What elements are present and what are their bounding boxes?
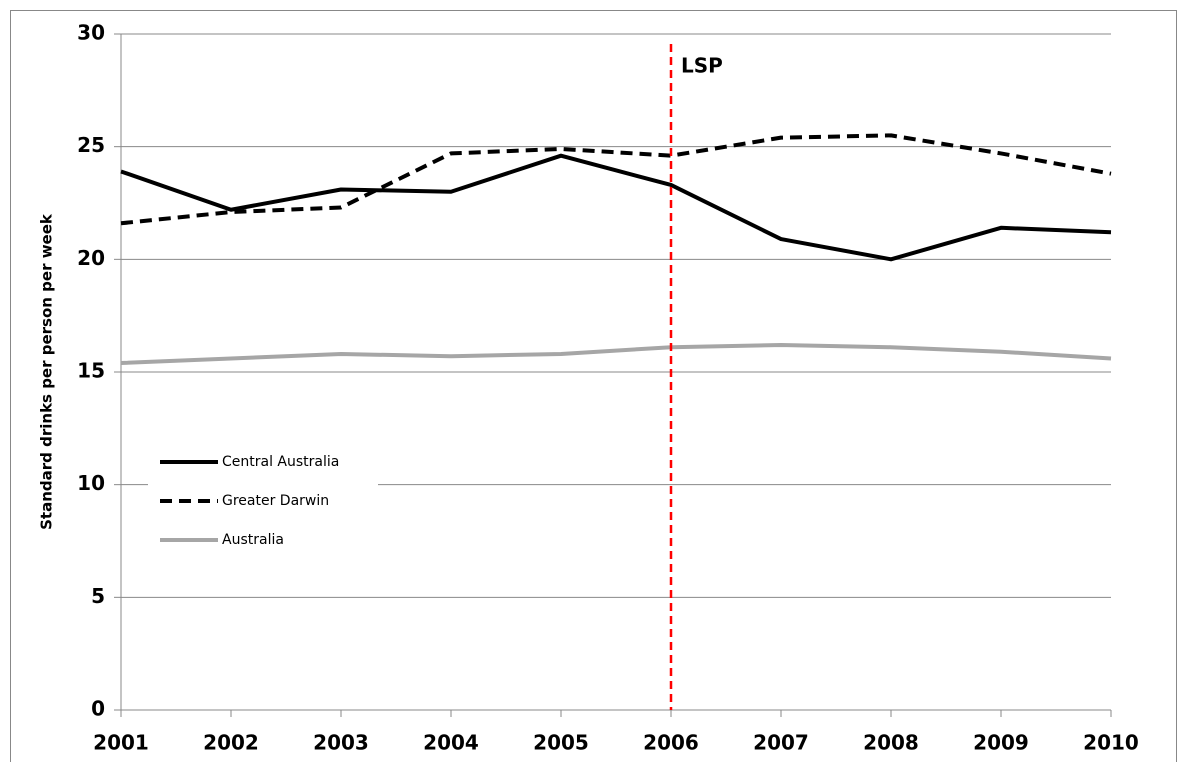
y-axis-label: Standard drinks per person per week — [38, 213, 56, 530]
legend-label: Australia — [222, 532, 284, 548]
legend-label: Central Australia — [222, 454, 339, 470]
x-tick-label: 2004 — [423, 731, 479, 755]
x-tick-label: 2007 — [753, 731, 809, 755]
series-line — [120, 153, 1112, 262]
x-tick-label: 2008 — [863, 731, 919, 755]
y-tick-label: 30 — [77, 21, 105, 45]
x-tick-label: 2009 — [973, 731, 1029, 755]
y-tick-label: 10 — [77, 471, 105, 495]
x-tick-label: 2010 — [1083, 731, 1139, 755]
x-tick-label: 2006 — [643, 731, 699, 755]
x-tick-label: 2002 — [203, 731, 259, 755]
x-tick-label: 2005 — [533, 731, 589, 755]
y-tick-label: 5 — [91, 584, 105, 608]
y-tick-label: 0 — [91, 697, 105, 721]
series-line — [120, 133, 1112, 226]
series-line — [120, 342, 1112, 365]
annotation-label: LSP — [681, 54, 723, 78]
chart-frame — [10, 10, 1177, 762]
y-tick-label: 15 — [77, 359, 105, 383]
x-tick-label: 2003 — [313, 731, 369, 755]
y-tick-label: 20 — [77, 246, 105, 270]
x-tick-label: 2001 — [93, 731, 149, 755]
legend-label: Greater Darwin — [222, 493, 329, 509]
y-tick-label: 25 — [77, 133, 105, 157]
